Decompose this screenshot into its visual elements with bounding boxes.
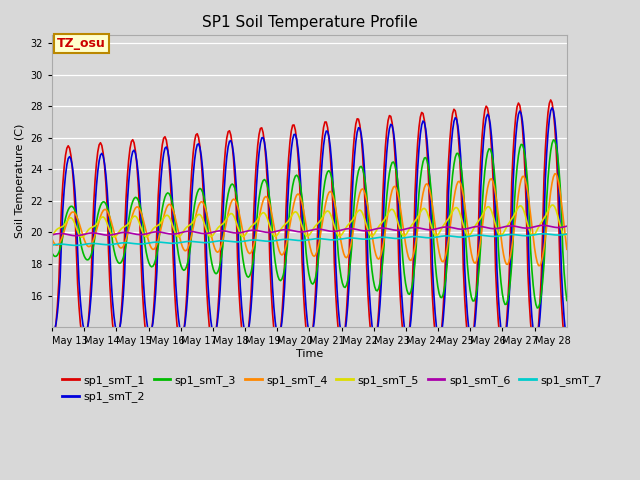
sp1_smT_6	[493, 226, 500, 231]
sp1_smT_5	[48, 233, 56, 239]
Line: sp1_smT_7: sp1_smT_7	[52, 234, 567, 245]
sp1_smT_2	[82, 330, 90, 336]
sp1_smT_1	[82, 338, 90, 344]
Line: sp1_smT_1: sp1_smT_1	[52, 100, 567, 351]
sp1_smT_3	[492, 184, 499, 190]
sp1_smT_6	[314, 226, 322, 232]
sp1_smT_4	[66, 213, 74, 218]
sp1_smT_7	[71, 242, 79, 248]
sp1_smT_1	[563, 348, 571, 354]
sp1_smT_4	[562, 236, 570, 241]
sp1_smT_6	[48, 232, 56, 238]
sp1_smT_7	[417, 234, 424, 240]
sp1_smT_7	[540, 231, 548, 237]
sp1_smT_3	[533, 305, 541, 311]
sp1_smT_2	[415, 146, 423, 152]
sp1_smT_4	[313, 249, 321, 255]
sp1_smT_5	[563, 231, 571, 237]
sp1_smT_6	[83, 231, 91, 237]
sp1_smT_4	[48, 236, 56, 242]
sp1_smT_4	[551, 171, 559, 177]
sp1_smT_3	[82, 256, 90, 262]
sp1_smT_5	[83, 228, 91, 234]
sp1_smT_7	[493, 233, 500, 239]
sp1_smT_7	[83, 241, 91, 247]
sp1_smT_1	[48, 340, 56, 346]
sp1_smT_2	[313, 283, 321, 288]
sp1_smT_1	[547, 97, 554, 103]
sp1_smT_7	[66, 242, 74, 248]
sp1_smT_5	[66, 215, 74, 221]
Legend: sp1_smT_1, sp1_smT_2, sp1_smT_3, sp1_smT_4, sp1_smT_5, sp1_smT_6, sp1_smT_7: sp1_smT_1, sp1_smT_2, sp1_smT_3, sp1_smT…	[58, 371, 606, 407]
sp1_smT_7	[562, 231, 570, 237]
sp1_smT_3	[563, 298, 571, 303]
sp1_smT_2	[562, 329, 570, 335]
sp1_smT_4	[82, 240, 90, 246]
Title: SP1 Soil Temperature Profile: SP1 Soil Temperature Profile	[202, 15, 417, 30]
sp1_smT_5	[548, 202, 556, 208]
sp1_smT_6	[72, 233, 80, 239]
sp1_smT_7	[314, 236, 322, 241]
sp1_smT_1	[313, 258, 321, 264]
sp1_smT_3	[415, 190, 423, 196]
sp1_smT_2	[492, 216, 499, 222]
sp1_smT_3	[550, 137, 557, 143]
sp1_smT_5	[493, 227, 500, 233]
X-axis label: Time: Time	[296, 349, 323, 359]
sp1_smT_2	[48, 327, 56, 333]
sp1_smT_4	[536, 263, 544, 268]
sp1_smT_3	[313, 268, 321, 274]
sp1_smT_5	[562, 232, 570, 238]
sp1_smT_4	[563, 246, 571, 252]
sp1_smT_2	[66, 154, 74, 159]
sp1_smT_4	[492, 192, 499, 197]
sp1_smT_2	[532, 339, 540, 345]
sp1_smT_6	[539, 222, 547, 228]
sp1_smT_1	[560, 336, 568, 341]
sp1_smT_2	[563, 337, 571, 343]
sp1_smT_7	[563, 231, 571, 237]
Line: sp1_smT_4: sp1_smT_4	[52, 174, 567, 265]
Line: sp1_smT_6: sp1_smT_6	[52, 225, 567, 236]
Y-axis label: Soil Temperature (C): Soil Temperature (C)	[15, 124, 25, 239]
sp1_smT_7	[48, 242, 56, 248]
Text: TZ_osu: TZ_osu	[57, 37, 106, 50]
sp1_smT_6	[417, 226, 424, 231]
sp1_smT_4	[415, 217, 423, 223]
sp1_smT_6	[66, 232, 74, 238]
Line: sp1_smT_5: sp1_smT_5	[52, 205, 567, 237]
sp1_smT_3	[562, 286, 570, 291]
sp1_smT_1	[415, 124, 423, 130]
sp1_smT_3	[48, 250, 56, 256]
sp1_smT_2	[548, 105, 556, 111]
sp1_smT_5	[78, 234, 86, 240]
Line: sp1_smT_2: sp1_smT_2	[52, 108, 567, 342]
sp1_smT_6	[562, 224, 570, 229]
Line: sp1_smT_3: sp1_smT_3	[52, 140, 567, 308]
sp1_smT_1	[492, 267, 499, 273]
sp1_smT_1	[66, 145, 74, 151]
sp1_smT_5	[314, 220, 322, 226]
sp1_smT_5	[417, 209, 424, 215]
sp1_smT_6	[563, 223, 571, 229]
sp1_smT_3	[66, 204, 74, 210]
